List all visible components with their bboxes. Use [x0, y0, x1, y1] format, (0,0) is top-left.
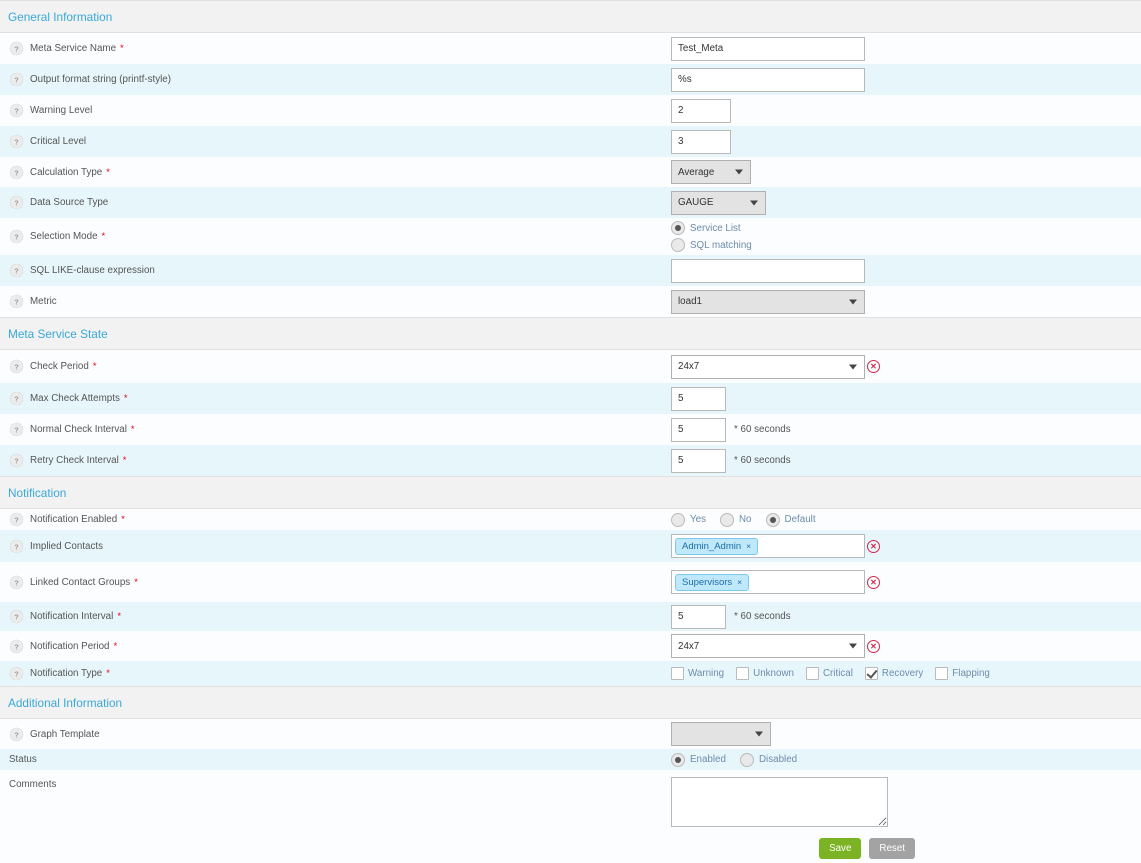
svg-text:?: ? [14, 671, 18, 679]
svg-text:?: ? [14, 543, 18, 551]
svg-text:?: ? [14, 579, 18, 587]
svg-text:?: ? [14, 200, 18, 208]
svg-text:?: ? [14, 643, 18, 651]
svg-text:?: ? [14, 77, 18, 85]
svg-text:?: ? [14, 299, 18, 307]
svg-text:?: ? [14, 234, 18, 242]
svg-text:?: ? [14, 169, 18, 177]
svg-text:?: ? [14, 614, 18, 622]
svg-text:?: ? [14, 108, 18, 116]
svg-text:?: ? [14, 396, 18, 404]
svg-text:?: ? [14, 364, 18, 372]
svg-text:?: ? [14, 731, 18, 739]
svg-text:?: ? [14, 268, 18, 276]
svg-text:?: ? [14, 517, 18, 525]
svg-text:?: ? [14, 427, 18, 435]
svg-text:?: ? [14, 139, 18, 147]
svg-text:?: ? [14, 458, 18, 466]
svg-text:?: ? [14, 46, 18, 54]
